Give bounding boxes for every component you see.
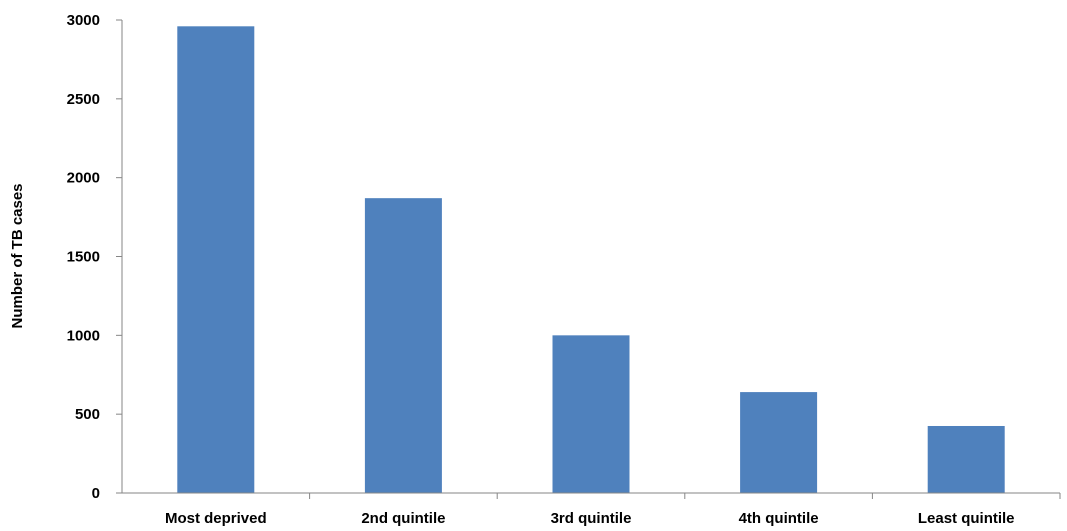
y-tick-label: 0 bbox=[92, 485, 100, 502]
y-tick-label: 500 bbox=[75, 406, 100, 423]
y-axis-ticks: 0 500 1000 1500 2000 2500 3000 bbox=[67, 12, 122, 502]
bar bbox=[552, 335, 630, 493]
bar bbox=[740, 392, 818, 493]
y-tick-label: 1000 bbox=[67, 327, 100, 344]
y-tick-label: 2000 bbox=[67, 170, 100, 187]
x-tick-label: 3rd quintile bbox=[551, 510, 632, 527]
y-tick-label: 3000 bbox=[67, 12, 100, 29]
bar bbox=[927, 425, 1005, 493]
x-tick-label: Most deprived bbox=[165, 510, 267, 527]
y-tick-label: 2500 bbox=[67, 91, 100, 108]
bar bbox=[364, 198, 442, 493]
x-axis-ticks: Most deprived 2nd quintile 3rd quintile 4th… bbox=[165, 493, 1061, 527]
y-tick-label: 1500 bbox=[67, 249, 100, 266]
x-tick-label: Least quintile bbox=[918, 510, 1015, 527]
bars bbox=[177, 26, 1005, 493]
bar bbox=[177, 26, 255, 493]
y-axis-title: Number of TB cases bbox=[9, 183, 26, 328]
x-tick-label: 4th quintile bbox=[739, 510, 819, 527]
x-tick-label: 2nd quintile bbox=[361, 510, 445, 527]
